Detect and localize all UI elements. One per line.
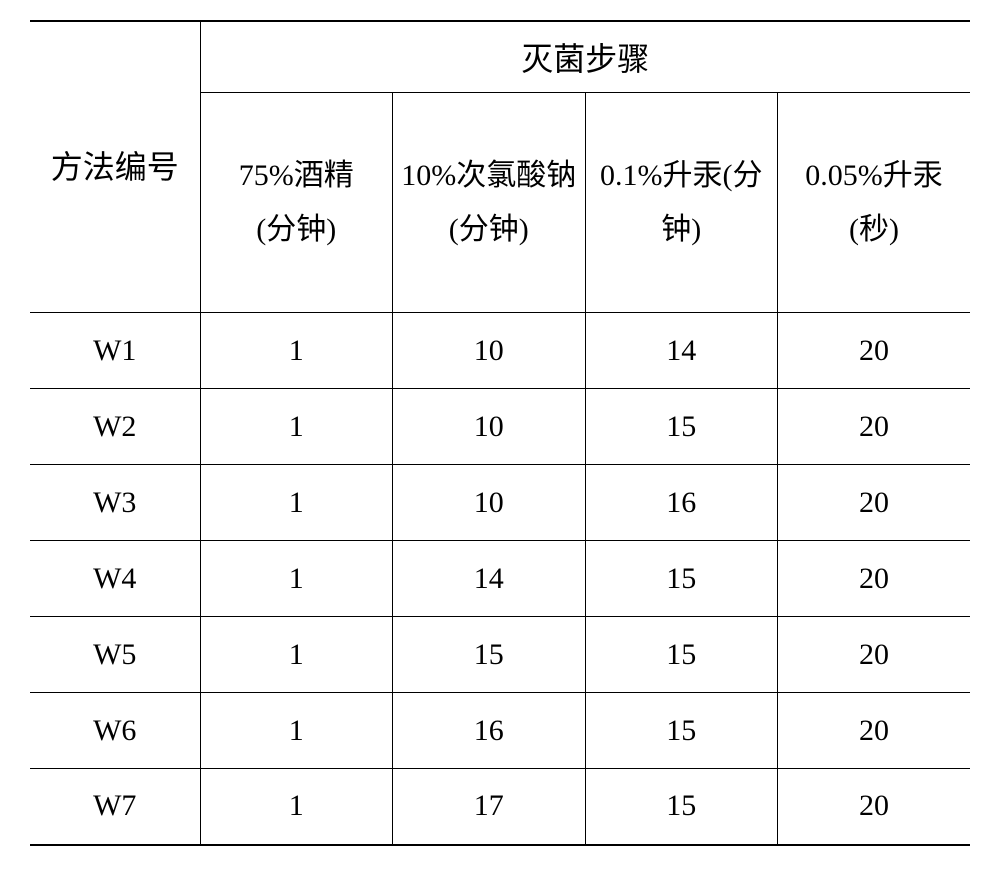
- cell: 10: [393, 465, 586, 541]
- table-row: W2 1 10 15 20: [30, 389, 970, 465]
- cell: 20: [778, 313, 971, 389]
- cell: 17: [393, 769, 586, 845]
- cell: 10: [393, 389, 586, 465]
- cell: 14: [585, 313, 778, 389]
- cell: 15: [585, 693, 778, 769]
- cell: 20: [778, 541, 971, 617]
- cell: 1: [200, 769, 393, 845]
- cell: 20: [778, 769, 971, 845]
- cell: 1: [200, 465, 393, 541]
- row-id: W5: [30, 617, 200, 693]
- table-row: W1 1 10 14 20: [30, 313, 970, 389]
- cell: 20: [778, 617, 971, 693]
- cell: 1: [200, 617, 393, 693]
- cell: 15: [585, 541, 778, 617]
- table-row: W4 1 14 15 20: [30, 541, 970, 617]
- cell: 20: [778, 465, 971, 541]
- table-row: W6 1 16 15 20: [30, 693, 970, 769]
- cell: 1: [200, 389, 393, 465]
- table-body: W1 1 10 14 20 W2 1 10 15 20 W3 1 10 16 2…: [30, 313, 970, 845]
- row-id: W4: [30, 541, 200, 617]
- cell: 14: [393, 541, 586, 617]
- cell: 15: [585, 617, 778, 693]
- cell: 10: [393, 313, 586, 389]
- cell: 15: [585, 769, 778, 845]
- cell: 1: [200, 313, 393, 389]
- table-row: W3 1 10 16 20: [30, 465, 970, 541]
- table-row: W7 1 17 15 20: [30, 769, 970, 845]
- cell: 16: [585, 465, 778, 541]
- cell: 20: [778, 389, 971, 465]
- group-header: 灭菌步骤: [200, 21, 970, 93]
- sterilization-table: 方法编号 灭菌步骤 75%酒精(分钟) 10%次氯酸钠(分钟) 0.1%升汞(分…: [30, 20, 970, 846]
- cell: 1: [200, 693, 393, 769]
- row-id: W7: [30, 769, 200, 845]
- column-header: 10%次氯酸钠(分钟): [393, 93, 586, 313]
- row-id: W1: [30, 313, 200, 389]
- row-header-label: 方法编号: [30, 21, 200, 313]
- cell: 15: [393, 617, 586, 693]
- cell: 1: [200, 541, 393, 617]
- column-header: 0.1%升汞(分钟): [585, 93, 778, 313]
- column-header: 0.05%升汞(秒): [778, 93, 971, 313]
- cell: 20: [778, 693, 971, 769]
- cell: 15: [585, 389, 778, 465]
- row-id: W3: [30, 465, 200, 541]
- cell: 16: [393, 693, 586, 769]
- column-header: 75%酒精(分钟): [200, 93, 393, 313]
- row-id: W6: [30, 693, 200, 769]
- row-id: W2: [30, 389, 200, 465]
- table-row: W5 1 15 15 20: [30, 617, 970, 693]
